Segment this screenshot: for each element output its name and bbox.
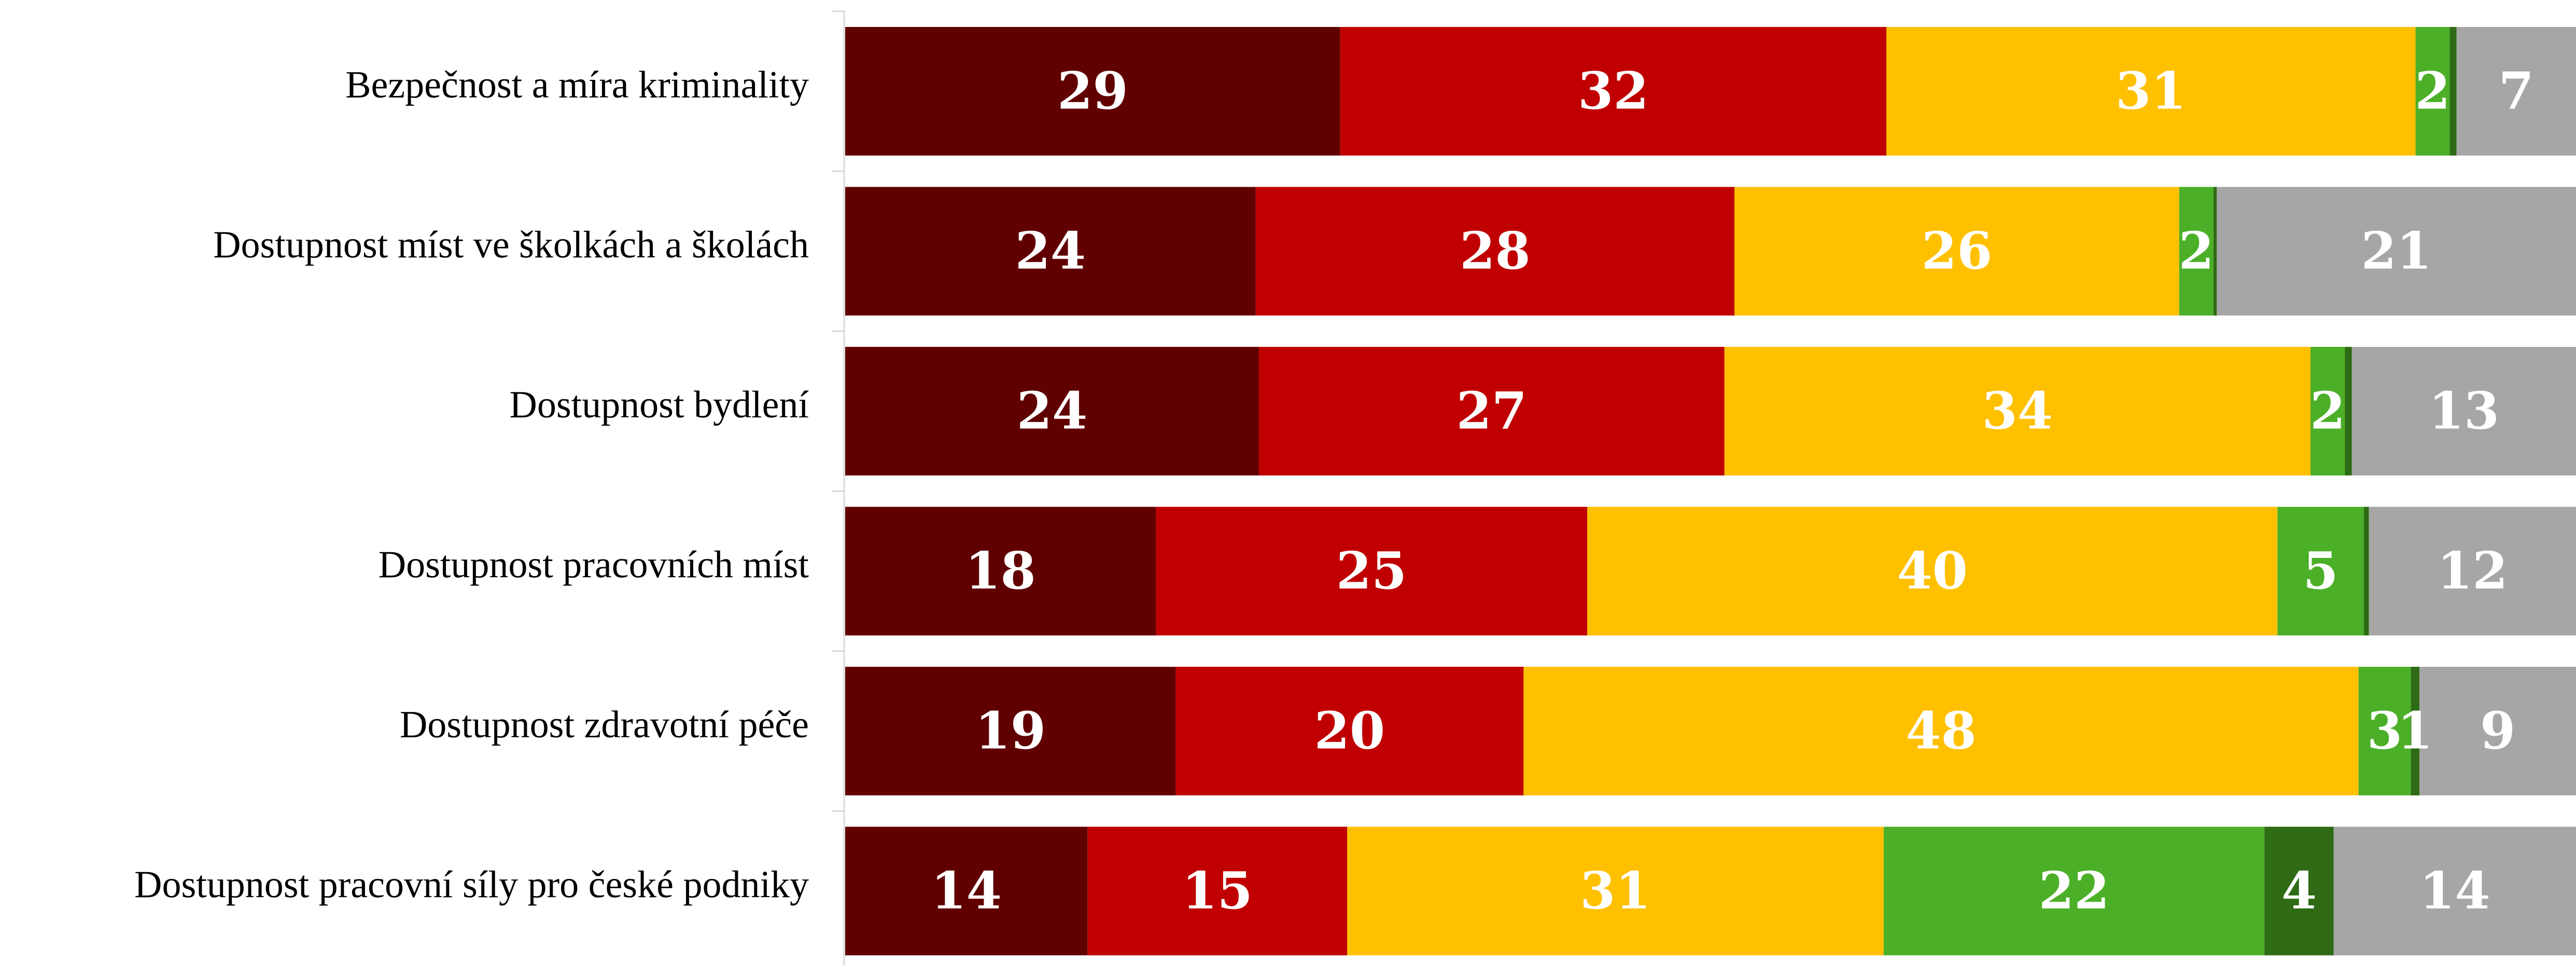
data-label: 24 bbox=[1015, 221, 1086, 281]
bar-segment bbox=[1258, 347, 1725, 475]
data-label: 21 bbox=[2361, 221, 2431, 281]
category-axis-ticks bbox=[832, 10, 844, 812]
bar-segment bbox=[845, 507, 1156, 636]
bar-segment bbox=[1087, 826, 1348, 956]
data-label: 14 bbox=[2419, 861, 2490, 921]
bar-segment bbox=[2264, 826, 2334, 956]
category-labels: Bezpečnost a míra kriminality Dostupnost … bbox=[134, 64, 809, 906]
data-label: 24 bbox=[1017, 382, 1087, 441]
data-label: 15 bbox=[1182, 861, 1252, 921]
bar-segment bbox=[1734, 187, 2179, 316]
data-label: 9 bbox=[2480, 702, 2515, 761]
bar-segment bbox=[2449, 27, 2457, 156]
data-label: 28 bbox=[1460, 221, 1530, 281]
category-label: Dostupnost míst ve školkách a školách bbox=[213, 224, 809, 267]
data-label: 4 bbox=[2281, 861, 2317, 921]
data-label: 12 bbox=[2437, 541, 2508, 601]
bar-segment bbox=[2369, 507, 2576, 636]
bar-segment bbox=[1883, 826, 2265, 956]
bar-segment bbox=[1886, 27, 2416, 156]
category-label: Bezpečnost a míra kriminality bbox=[345, 64, 809, 106]
data-label: 26 bbox=[1922, 221, 1992, 281]
data-label: 3 bbox=[2367, 702, 2402, 761]
bar-segment bbox=[1724, 347, 2311, 475]
data-label: 25 bbox=[1336, 541, 1407, 601]
bar-segment bbox=[2363, 507, 2369, 636]
bar-segment bbox=[845, 27, 1340, 156]
data-label: 34 bbox=[1982, 382, 2053, 441]
data-label: 5 bbox=[2303, 541, 2338, 601]
bar-segment bbox=[845, 187, 1256, 316]
data-label: 31 bbox=[2116, 62, 2186, 121]
bar-segment bbox=[2411, 667, 2420, 795]
bar-segment bbox=[2456, 27, 2576, 156]
bar-segment bbox=[1175, 667, 1524, 795]
data-label: 29 bbox=[1057, 62, 1128, 121]
data-label: 22 bbox=[2039, 861, 2109, 921]
data-label: 2 bbox=[2310, 382, 2345, 441]
bar-segment bbox=[2179, 187, 2214, 316]
data-label: 27 bbox=[1457, 382, 1527, 441]
bar-segment bbox=[1587, 507, 2278, 636]
category-label: Dostupnost pracovních míst bbox=[379, 544, 809, 586]
data-label: 19 bbox=[975, 702, 1046, 761]
data-label: 32 bbox=[1578, 62, 1648, 121]
bar-segment bbox=[2419, 667, 2576, 795]
data-label: 20 bbox=[1314, 702, 1385, 761]
bar-segment bbox=[2415, 27, 2450, 156]
data-label: 40 bbox=[1897, 541, 1967, 601]
data-label: 31 bbox=[1580, 861, 1650, 921]
data-label: 2 bbox=[2415, 62, 2450, 121]
bar-segment bbox=[1255, 187, 1735, 316]
data-label: 1 bbox=[2398, 702, 2433, 761]
data-label: 7 bbox=[2499, 62, 2534, 121]
bar-segment bbox=[1347, 826, 1884, 956]
bar-segment bbox=[2277, 507, 2364, 636]
bar-segment bbox=[1340, 27, 1887, 156]
bar-segment bbox=[2311, 347, 2345, 475]
category-label: Dostupnost bydlení bbox=[509, 384, 809, 426]
bar-segment bbox=[2351, 347, 2576, 475]
bar-segment bbox=[2345, 347, 2352, 475]
category-label: Dostupnost pracovní síly pro české podni… bbox=[134, 864, 809, 906]
data-label: 13 bbox=[2429, 382, 2499, 441]
bar-segment bbox=[845, 347, 1259, 475]
data-label: 14 bbox=[931, 861, 1001, 921]
bar-segment bbox=[2213, 187, 2217, 316]
category-label: Dostupnost zdravotní péče bbox=[400, 704, 809, 746]
data-label: 2 bbox=[2179, 221, 2214, 281]
bar-segment bbox=[2217, 187, 2576, 316]
data-label: 18 bbox=[965, 541, 1035, 601]
data-label: 48 bbox=[1906, 702, 1976, 761]
bar-segment bbox=[2358, 667, 2411, 795]
bar-segment bbox=[2333, 826, 2576, 956]
bar-segment bbox=[1156, 507, 1588, 636]
bar-segments bbox=[845, 27, 2576, 956]
bar-segment bbox=[1523, 667, 2359, 795]
bar-segment bbox=[845, 826, 1088, 956]
bar-segment bbox=[845, 667, 1176, 795]
